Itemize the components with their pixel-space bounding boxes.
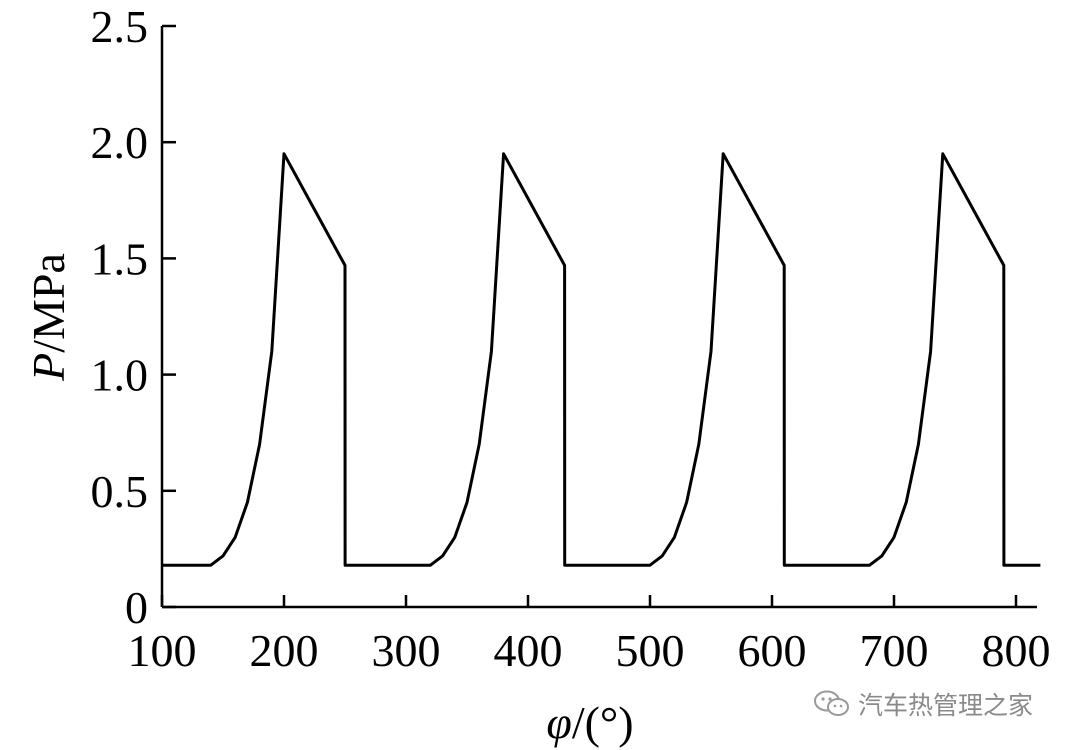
x-tick-label: 200 — [250, 625, 319, 676]
x-tick-label: 300 — [372, 625, 441, 676]
y-tick-label: 2.5 — [91, 1, 149, 52]
x-ticks: 100 200 300 400 500 600 700 800 — [128, 595, 1051, 676]
series-layer — [162, 152, 1041, 567]
axes — [160, 26, 1037, 609]
watermark-text: 汽车热管理之家 — [858, 691, 1034, 720]
x-tick-label: 400 — [494, 625, 563, 676]
y-tick-label: 1.5 — [91, 233, 149, 284]
y-tick-label: 0.5 — [91, 466, 149, 517]
y-tick-label: 1.0 — [91, 350, 149, 401]
x-tick-label: 100 — [128, 625, 197, 676]
wechat-icon — [814, 690, 849, 716]
y-tick-label: 2.0 — [91, 117, 149, 168]
pressure-series-line — [162, 152, 1041, 567]
x-tick-label: 600 — [738, 625, 807, 676]
y-ticks: 0 0.5 1.0 1.5 2.0 2.5 — [91, 1, 176, 633]
x-axis-title: φ/(°) — [546, 697, 633, 748]
x-tick-label: 800 — [982, 625, 1051, 676]
watermark: 汽车热管理之家 — [812, 686, 1033, 722]
x-tick-label: 500 — [616, 625, 685, 676]
y-tick-label: 0 — [125, 582, 148, 633]
y-axis-title: P/MPa — [23, 253, 74, 382]
x-tick-label: 700 — [860, 625, 929, 676]
